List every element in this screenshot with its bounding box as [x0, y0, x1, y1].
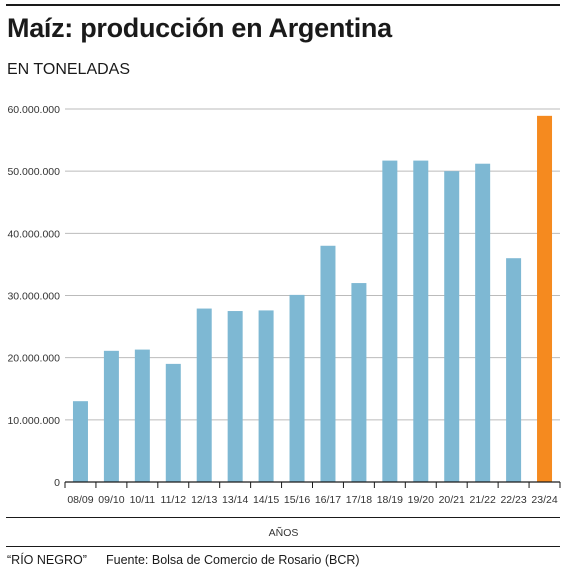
bar-15-16	[289, 294, 305, 482]
bar-13-14	[227, 311, 243, 482]
bar-18-19	[382, 160, 398, 482]
bar-21-22	[475, 163, 491, 482]
source-label: “RÍO NEGRO”	[7, 553, 87, 567]
bar-19-20	[413, 160, 429, 482]
x-tick-label: 10/11	[130, 494, 156, 506]
x-tick-label: 12/13	[191, 494, 217, 506]
x-tick-label: 11/12	[161, 494, 187, 506]
x-tick-label: 19/20	[408, 494, 434, 506]
bar-20-21	[444, 171, 460, 482]
y-tick-label: 10.000.000	[7, 415, 60, 427]
y-tick-label: 30.000.000	[7, 291, 60, 303]
x-tick-label: 08/09	[67, 494, 93, 506]
x-tick-label: 15/16	[284, 494, 310, 506]
bar-09-10	[103, 350, 119, 482]
bar-11-12	[165, 363, 181, 482]
x-tick-label: 09/10	[98, 494, 124, 506]
x-tick-label: 16/17	[315, 494, 341, 506]
x-tick-label: 20/21	[439, 494, 465, 506]
credit-label: Fuente: Bolsa de Comercio de Rosario (BC…	[106, 553, 360, 567]
bar-23-24	[537, 115, 553, 483]
y-tick-label: 40.000.000	[7, 228, 60, 240]
x-tick-label: 13/14	[222, 494, 248, 506]
x-tick-label: 23/24	[531, 494, 557, 506]
x-tick-label: 18/19	[377, 494, 403, 506]
bar-10-11	[134, 349, 150, 482]
bottom-rule	[6, 546, 560, 547]
bar-chart: 0 10.000.000 20.000.000 30.000.000 40.000.00…	[7, 104, 561, 506]
bar-14-15	[258, 310, 274, 482]
chart-title: Maíz: producción en Argentina	[7, 13, 392, 43]
top-rule	[6, 4, 560, 6]
y-tick-label: 20.000.000	[7, 353, 60, 365]
y-tick-label: 50.000.000	[7, 166, 60, 178]
bar-12-13	[196, 308, 212, 482]
footer-divider	[6, 517, 560, 518]
x-tick-label: 14/15	[253, 494, 279, 506]
x-tick-label: 21/22	[470, 494, 496, 506]
x-tick-label: 17/18	[346, 494, 372, 506]
bar-16-17	[320, 245, 336, 482]
bar-22-23	[506, 258, 522, 482]
bar-17-18	[351, 283, 367, 482]
x-axis-label: AÑOS	[268, 527, 299, 539]
y-tick-label: 60.000.000	[7, 104, 60, 116]
bar-08-09	[72, 401, 88, 482]
x-tick-label: 22/23	[500, 494, 526, 506]
y-tick-label: 0	[54, 477, 60, 489]
chart-subtitle: EN TONELADAS	[7, 61, 131, 78]
